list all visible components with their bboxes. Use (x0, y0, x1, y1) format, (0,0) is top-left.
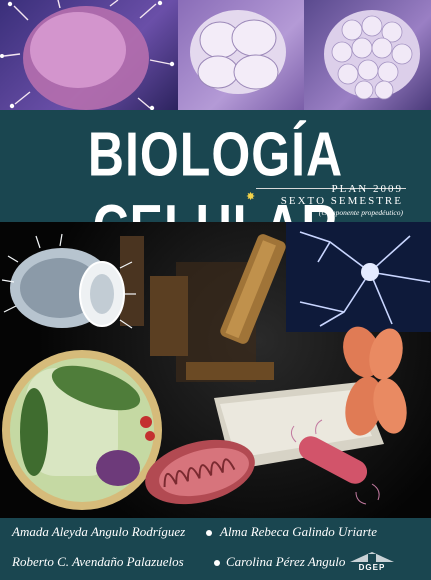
divider-line (256, 188, 406, 189)
plant-cell (2, 350, 162, 510)
title-band (0, 110, 431, 222)
cell-micrograph-1 (0, 0, 178, 110)
cell-micrograph-3 (304, 0, 431, 110)
authors-band: Amada Aleyda Angulo Rodríguez Alma Rebec… (0, 518, 431, 580)
author-3: Roberto C. Avendaño Palazuelos (12, 554, 184, 569)
bullet-icon (206, 530, 212, 536)
bullet-icon (214, 560, 220, 566)
component-label: (Componente propedéutico) (318, 208, 403, 217)
dgep-logo: DGEP (344, 550, 400, 572)
logo-text: DGEP (358, 563, 386, 572)
cell-micrograph-2 (178, 0, 304, 110)
paper-sheets (214, 382, 384, 470)
ciliate-cell (1, 233, 136, 329)
author-2: Alma Rebeca Galindo Uriarte (220, 524, 378, 539)
plan-label: PLAN 2009 (331, 183, 403, 195)
bacterium-illustration (290, 419, 380, 505)
micrograph-strip (0, 0, 431, 110)
microscope-illustration (120, 234, 286, 382)
semester-label: SEXTO SEMESTRE (280, 195, 403, 207)
illustration-collage (0, 222, 431, 518)
chromosome-illustration (343, 326, 407, 436)
neuron-illustration (286, 222, 431, 332)
star-icon: ✸ (246, 191, 256, 203)
mitochondrion-illustration (145, 439, 255, 505)
author-1: Amada Aleyda Angulo Rodríguez (12, 524, 186, 539)
author-4: Carolina Pérez Angulo (226, 554, 346, 569)
